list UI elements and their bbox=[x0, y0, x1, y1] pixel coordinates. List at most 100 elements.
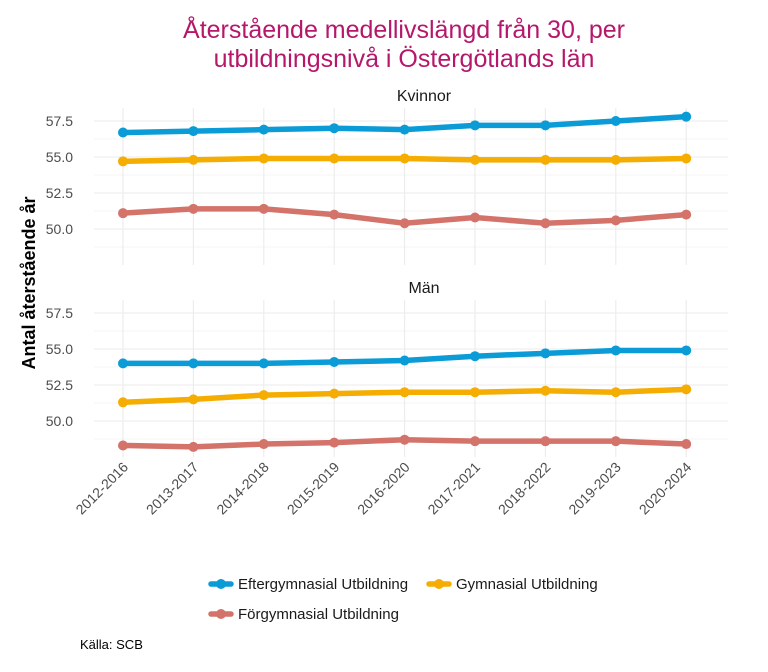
data-point bbox=[258, 439, 269, 450]
y-tick-label: 57.5 bbox=[46, 113, 73, 129]
data-point bbox=[399, 153, 410, 164]
data-point bbox=[470, 351, 480, 362]
panel-man: Män 50.0 52.5 55.0 57.5 bbox=[46, 280, 728, 457]
y-tick-label: 52.5 bbox=[46, 185, 73, 201]
data-point bbox=[681, 384, 692, 395]
data-point bbox=[681, 153, 692, 164]
data-point bbox=[329, 209, 340, 220]
x-tick-label: 2012-2016 bbox=[72, 459, 131, 518]
data-point bbox=[540, 348, 551, 359]
x-axis: 2012-2016 2013-2017 2014-2018 2015-2019 2016… bbox=[72, 459, 694, 518]
chart-title: Återstående medellivslängd från 30, per … bbox=[183, 14, 625, 73]
data-point bbox=[540, 120, 551, 131]
data-point bbox=[329, 123, 340, 134]
data-point bbox=[540, 436, 551, 447]
y-tick-label: 55.0 bbox=[46, 341, 73, 357]
y-axis-label: Antal återstående år bbox=[19, 196, 39, 369]
data-point bbox=[329, 356, 340, 367]
data-point bbox=[681, 209, 692, 220]
legend-item-gymnasial-utbildning: Gymnasial Utbildning bbox=[426, 576, 598, 593]
data-point bbox=[540, 154, 551, 165]
data-point bbox=[681, 439, 692, 450]
legend-item-eftergymnasial-utbildning: Eftergymnasial Utbildning bbox=[208, 576, 408, 593]
gridlines bbox=[94, 300, 728, 457]
data-point bbox=[118, 127, 128, 138]
series-gymnasial-utbildning bbox=[118, 384, 692, 408]
data-point bbox=[610, 345, 621, 356]
data-point bbox=[329, 388, 340, 399]
data-point bbox=[681, 345, 692, 356]
data-point bbox=[258, 358, 269, 369]
x-tick-label: 2019-2023 bbox=[565, 459, 624, 518]
data-point bbox=[681, 111, 692, 122]
legend-label: Gymnasial Utbildning bbox=[456, 576, 598, 593]
legend-label: Förgymnasial Utbildning bbox=[238, 606, 399, 623]
x-tick-label: 2016-2020 bbox=[354, 459, 413, 518]
y-tick-label: 52.5 bbox=[46, 377, 73, 393]
series-forgymnasial-utbildning bbox=[118, 203, 692, 229]
data-point bbox=[470, 387, 480, 398]
data-point bbox=[399, 387, 410, 398]
data-point bbox=[118, 397, 128, 408]
data-point bbox=[470, 120, 480, 131]
data-point bbox=[258, 203, 269, 214]
x-tick-label: 2018-2022 bbox=[495, 459, 554, 518]
legend-marker bbox=[216, 609, 226, 619]
data-point bbox=[329, 153, 340, 164]
data-point bbox=[610, 154, 621, 165]
data-point bbox=[610, 215, 621, 226]
y-tick-label: 55.0 bbox=[46, 149, 73, 165]
data-point bbox=[540, 218, 551, 229]
data-point bbox=[610, 387, 621, 398]
data-point bbox=[118, 208, 128, 219]
data-point bbox=[188, 394, 199, 405]
legend: Eftergymnasial Utbildning Gymnasial Utbil… bbox=[208, 576, 598, 623]
data-point bbox=[610, 116, 621, 126]
data-point bbox=[258, 390, 269, 401]
chart-title-line-1: Återstående medellivslängd från 30, per bbox=[183, 14, 625, 44]
data-point bbox=[470, 436, 480, 447]
data-point bbox=[399, 124, 410, 135]
legend-marker bbox=[434, 579, 444, 589]
data-point bbox=[188, 203, 199, 214]
data-point bbox=[118, 440, 128, 451]
data-point bbox=[188, 441, 199, 452]
data-point bbox=[258, 124, 269, 135]
data-point bbox=[470, 154, 480, 165]
data-point bbox=[399, 434, 410, 445]
data-point bbox=[399, 355, 410, 366]
series-eftergymnasial-utbildning bbox=[118, 345, 692, 369]
data-point bbox=[610, 436, 621, 447]
x-tick-label: 2013-2017 bbox=[143, 459, 202, 518]
data-point bbox=[540, 385, 551, 396]
series-gymnasial-utbildning bbox=[118, 153, 692, 167]
data-point bbox=[188, 358, 199, 369]
data-point bbox=[118, 358, 128, 369]
x-tick-label: 2014-2018 bbox=[213, 459, 272, 518]
data-point bbox=[399, 218, 410, 229]
x-tick-label: 2015-2019 bbox=[284, 459, 343, 518]
data-point bbox=[470, 212, 480, 223]
panel-title: Kvinnor bbox=[397, 88, 452, 105]
panel-kvinnor: Kvinnor 50.0 52.5 55.0 57.5 bbox=[46, 88, 728, 265]
x-tick-label: 2020-2024 bbox=[636, 459, 695, 518]
caption: Källa: SCB bbox=[80, 637, 143, 652]
data-point bbox=[118, 156, 128, 167]
data-point bbox=[188, 126, 199, 137]
series-eftergymnasial-utbildning bbox=[118, 111, 692, 138]
y-tick-label: 57.5 bbox=[46, 305, 73, 321]
series-forgymnasial-utbildning bbox=[118, 434, 692, 452]
legend-marker bbox=[216, 579, 226, 589]
legend-item-forgymnasial-utbildning: Förgymnasial Utbildning bbox=[208, 606, 399, 623]
legend-label: Eftergymnasial Utbildning bbox=[238, 576, 408, 593]
y-tick-label: 50.0 bbox=[46, 413, 73, 429]
panel-title: Män bbox=[408, 280, 439, 297]
y-tick-label: 50.0 bbox=[46, 221, 73, 237]
data-point bbox=[258, 153, 269, 164]
data-point bbox=[188, 154, 199, 165]
x-tick-label: 2017-2021 bbox=[424, 459, 483, 518]
chart-title-line-2: utbildningsnivå i Östergötlands län bbox=[214, 45, 595, 73]
data-point bbox=[329, 437, 340, 448]
chart-panels: Kvinnor 50.0 52.5 55.0 57.5 Män 50.0 52.5 55.0 57… bbox=[46, 88, 728, 457]
